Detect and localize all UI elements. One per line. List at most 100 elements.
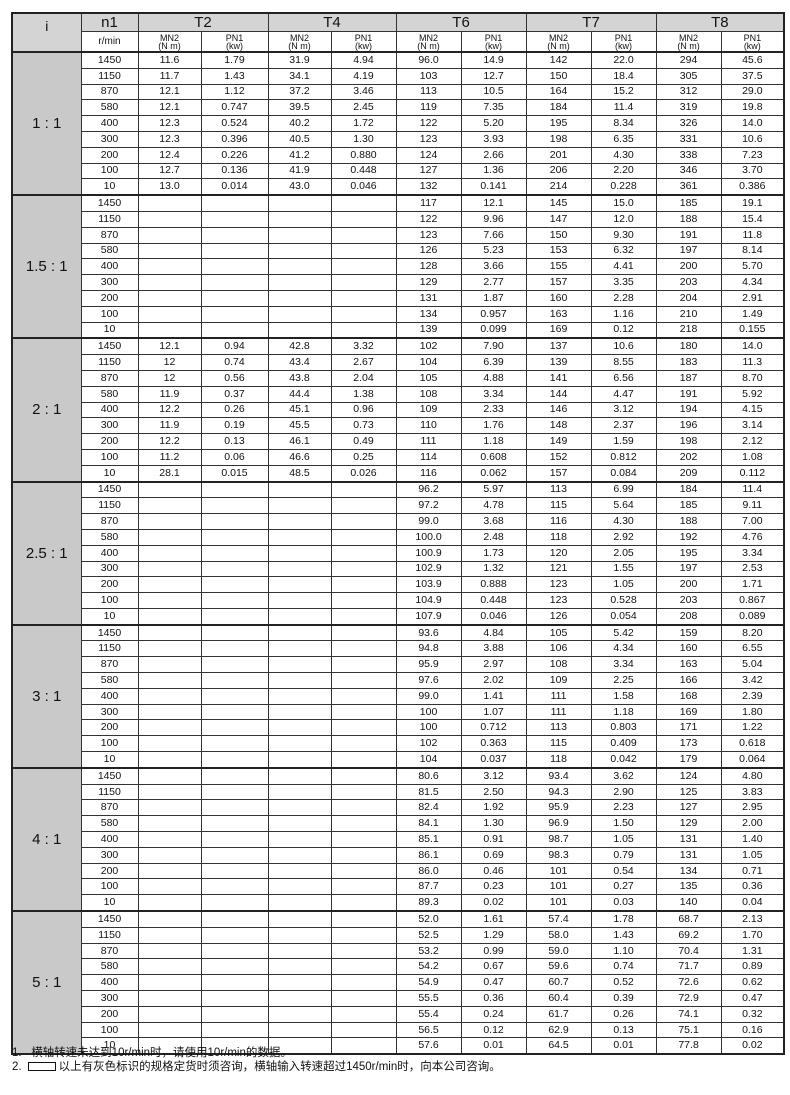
mn2-cell: 85.1 (395, 831, 462, 848)
mn2-cell: 54.2 (395, 958, 462, 976)
pn1-cell: 1.18 (590, 703, 657, 721)
pn1-cell (200, 990, 269, 1007)
mn2-cell: 46.1 (267, 433, 332, 450)
mn2-cell: 12 (137, 369, 202, 387)
pn1-cell (200, 846, 269, 864)
speed-cell: 200 (80, 146, 139, 164)
mn2-cell: 197 (655, 242, 722, 260)
pn1-cell (200, 687, 269, 705)
mn2-cell (267, 242, 332, 260)
pn1-label: PN1 (354, 32, 373, 43)
pn1-cell: 0.02 (720, 1037, 785, 1055)
pn1-cell: 8.70 (720, 369, 785, 387)
mn2-cell (137, 910, 202, 928)
pn1-cell: 10.6 (590, 337, 657, 356)
mn2-cell: 97.2 (395, 497, 462, 515)
pn1-cell (200, 560, 269, 578)
speed-cell: 580 (80, 99, 139, 117)
pn1-cell: 0.16 (720, 1021, 785, 1039)
pn1-cell: 2.77 (460, 274, 527, 291)
pn1-cell (330, 815, 397, 833)
pn1-cell: 1.32 (460, 560, 527, 578)
mn2-cell (267, 576, 332, 594)
ratio-cell: 1.5 : 1 (11, 194, 82, 339)
mn2-cell: 125 (655, 783, 722, 801)
speed-cell: 1150 (80, 67, 139, 85)
mn2-cell: 118 (525, 528, 592, 546)
speed-cell: 10 (80, 464, 139, 483)
speed-cell: 870 (80, 942, 139, 960)
pn1-cell: 3.34 (590, 656, 657, 674)
mn2-cell (267, 703, 332, 721)
mn2-cell: 131 (655, 831, 722, 848)
mn2-header: MN2 (N m) (525, 31, 592, 53)
pn1-cell (200, 974, 269, 992)
pn1-cell: 0.136 (200, 162, 269, 180)
mn2-cell: 188 (655, 513, 722, 530)
table-row: 400 12.2 0.26 45.1 0.96 109 2.33 146 3.12 194 4.15 (12, 401, 785, 419)
pn1-cell: 9.96 (460, 210, 527, 228)
speed-cell: 200 (80, 862, 139, 880)
pn1-cell: 1.59 (590, 433, 657, 450)
mn2-cell: 171 (655, 719, 722, 737)
pn1-cell: 1.30 (460, 815, 527, 833)
table-row: 100 134 0.957 163 1.16 210 1.49 (12, 305, 785, 323)
pn1-cell: 3.35 (590, 274, 657, 291)
mn2-cell (267, 607, 332, 626)
pn1-cell (330, 894, 397, 912)
mn2-cell: 31.9 (267, 50, 332, 69)
mn2-cell (267, 226, 332, 244)
mn2-cell: 319 (655, 99, 722, 117)
ratio-cell: 5 : 1 (11, 910, 82, 1055)
pn1-cell: 0.01 (460, 1037, 527, 1055)
pn1-unit: (kw) (615, 40, 633, 51)
speed-cell: 1150 (80, 926, 139, 944)
mn2-label: MN2 (419, 32, 439, 43)
pn1-cell (330, 623, 397, 642)
mn2-cell: 93.4 (525, 766, 592, 785)
mn2-cell: 113 (395, 83, 462, 101)
pn1-cell (200, 1021, 269, 1039)
mn2-cell: 203 (655, 592, 722, 609)
pn1-cell: 0.712 (460, 719, 527, 737)
speed-cell: 300 (80, 846, 139, 864)
mn2-cell: 11.9 (137, 417, 202, 435)
mn2-cell (267, 1021, 332, 1039)
speed-cell: 100 (80, 162, 139, 180)
mn2-cell: 60.4 (525, 990, 592, 1007)
mn2-cell: 150 (525, 226, 592, 244)
mn2-cell: 108 (395, 385, 462, 403)
pn1-cell: 1.70 (720, 926, 785, 944)
pn1-cell: 1.18 (460, 433, 527, 450)
mn2-cell: 146 (525, 401, 592, 419)
table-row: 100 56.5 0.12 62.9 0.13 75.1 0.16 (12, 1021, 785, 1039)
pn1-cell: 5.23 (460, 242, 527, 260)
pn1-cell (200, 719, 269, 737)
mn2-cell: 102 (395, 337, 462, 356)
mn2-cell: 195 (655, 544, 722, 562)
pn1-cell: 0.015 (200, 464, 269, 483)
mn2-cell: 69.2 (655, 926, 722, 944)
mn2-cell (137, 703, 202, 721)
mn2-cell: 169 (525, 321, 592, 339)
pn1-cell: 0.24 (460, 1005, 527, 1023)
mn2-cell: 61.7 (525, 1005, 592, 1023)
pn1-cell: 7.66 (460, 226, 527, 244)
mn2-cell (137, 576, 202, 594)
mn2-cell: 200 (655, 258, 722, 276)
pn1-cell (200, 242, 269, 260)
mn2-cell: 45.1 (267, 401, 332, 419)
table-row: 580 11.9 0.37 44.4 1.38 108 3.34 144 4.47 191 5.92 (12, 385, 785, 403)
pn1-cell (200, 735, 269, 753)
mn2-cell: 80.6 (395, 766, 462, 785)
pn1-cell: 14.0 (720, 337, 785, 356)
mn2-cell: 206 (525, 162, 592, 180)
mn2-cell: 40.2 (267, 115, 332, 132)
pn1-cell: 2.39 (720, 687, 785, 705)
pn1-label: PN1 (484, 32, 503, 43)
mn2-cell (267, 274, 332, 291)
pn1-cell: 45.6 (720, 50, 785, 69)
mn2-cell: 81.5 (395, 783, 462, 801)
speed-cell: 100 (80, 1021, 139, 1039)
mn2-cell (267, 990, 332, 1007)
